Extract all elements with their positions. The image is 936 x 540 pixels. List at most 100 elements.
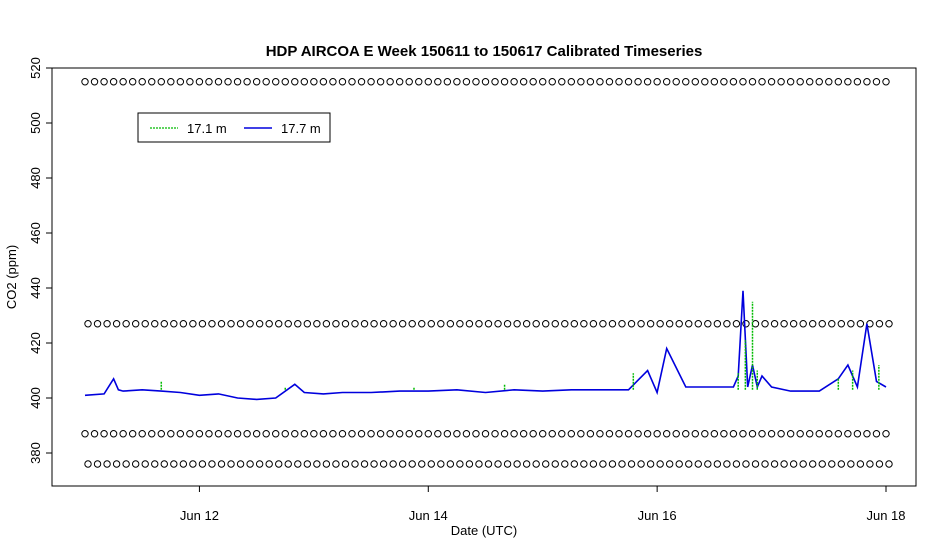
reference-marker [195,430,204,438]
reference-marker [434,78,442,86]
reference-marker [758,430,766,438]
reference-marker [395,430,404,438]
reference-marker [767,78,776,86]
reference-marker [208,320,216,328]
reference-marker [529,430,537,438]
reference-marker [453,430,461,438]
reference-marker [777,430,785,438]
reference-marker [427,320,435,328]
reference-marker [786,430,795,438]
reference-marker [748,78,757,86]
reference-marker [844,78,852,86]
reference-marker [170,320,178,328]
reference-marker [109,430,118,438]
reference-marker [596,430,604,438]
reference-marker [494,320,502,328]
reference-marker [580,320,588,328]
y-tick-label-520: 520 [28,57,43,79]
reference-marker [322,460,331,468]
reference-marker [81,78,89,86]
reference-marker [637,320,645,328]
reference-marker [224,430,232,438]
reference-marker [103,320,111,328]
reference-marker [806,430,814,438]
reference-marker [866,460,874,468]
reference-marker [875,460,884,468]
reference-marker [599,460,607,468]
reference-marker [456,460,464,468]
reference-marker [224,78,232,86]
reference-marker [532,460,540,468]
y-axis-label: CO2 (ppm) [4,245,19,309]
reference-marker [510,430,518,438]
reference-marker [853,430,862,438]
reference-marker [360,320,369,328]
reference-marker [672,78,680,86]
reference-marker [742,320,750,328]
reference-marker [656,460,664,468]
reference-marker [262,430,270,438]
reference-marker [255,320,264,328]
reference-marker [665,320,674,328]
reference-marker [567,78,576,86]
reference-marker [357,430,366,438]
reference-marker [570,460,579,468]
y-tick-label-420: 420 [28,332,43,354]
reference-marker [577,78,585,86]
reference-marker [513,320,521,328]
reference-marker [205,430,213,438]
reference-marker [376,78,385,86]
plot-area-frame [51,67,917,487]
reference-marker [198,320,207,328]
reference-marker [542,320,550,328]
reference-marker [748,430,757,438]
y-axis: 380 400 420 440 460 480 500 520 [28,57,52,464]
reference-marker [532,320,540,328]
reference-marker [313,460,321,468]
reference-marker [809,460,817,468]
reference-marker [882,430,890,438]
reference-marker [825,430,833,438]
reference-marker [217,320,226,328]
reference-marker [291,430,299,438]
reference-marker [634,430,642,438]
reference-marker [379,460,388,468]
reference-marker [605,78,614,86]
reference-marker [109,78,118,86]
reference-marker [322,320,331,328]
reference-marker [81,430,89,438]
reference-marker [93,460,102,468]
reference-marker [329,78,337,86]
reference-marker [300,78,309,86]
reference-marker [618,320,626,328]
reference-marker [494,460,502,468]
reference-marker [195,78,204,86]
reference-marker [93,320,102,328]
reference-marker [761,320,769,328]
reference-marker [313,320,321,328]
reference-markers [81,78,893,468]
reference-marker [551,460,559,468]
reference-marker [780,320,788,328]
reference-marker [672,430,680,438]
reference-marker [834,430,843,438]
reference-marker [176,78,185,86]
reference-marker [319,430,328,438]
reference-marker [596,78,604,86]
reference-marker [84,320,92,328]
reference-marker [825,78,833,86]
reference-marker [675,460,683,468]
reference-marker [151,320,159,328]
reference-marker [351,460,359,468]
reference-marker [418,320,426,328]
reference-marker [341,320,350,328]
reference-marker [548,430,556,438]
reference-marker [809,320,817,328]
reference-marker [694,320,702,328]
reference-marker [462,78,471,86]
reference-marker [179,320,188,328]
reference-marker [561,320,569,328]
reference-marker [806,78,814,86]
reference-marker [529,78,537,86]
chart-title: HDP AIRCOA E Week 150611 to 150617 Calib… [266,43,703,60]
